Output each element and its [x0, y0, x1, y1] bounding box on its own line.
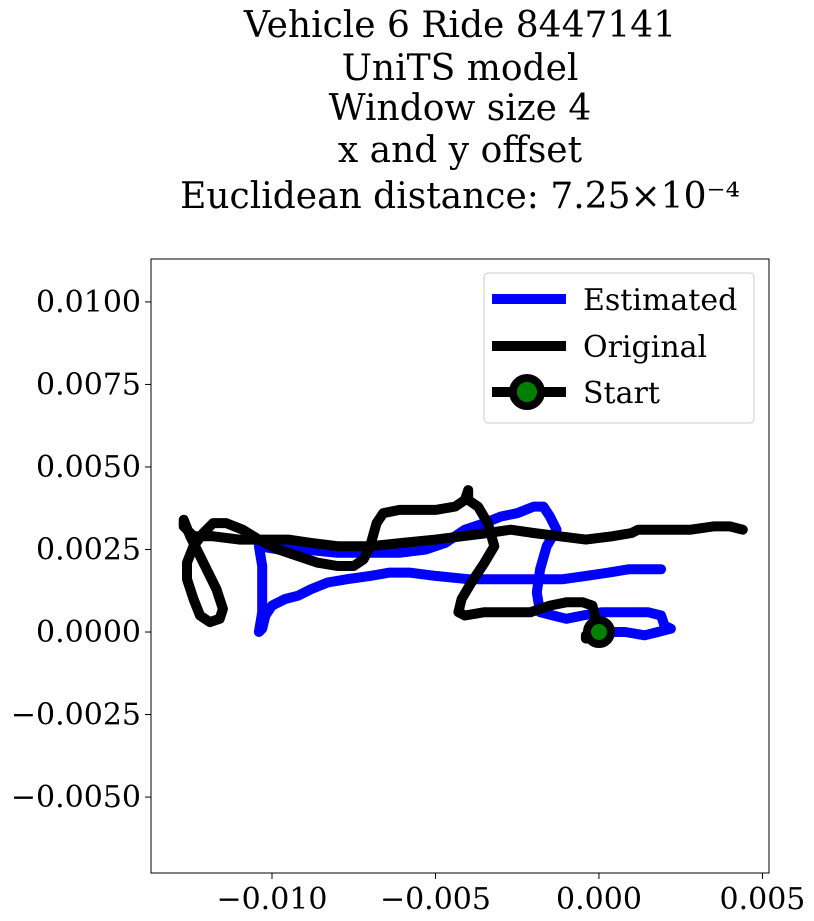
y-tick-label: 0.0075: [36, 367, 141, 402]
x-tick-label: 0.005: [720, 882, 806, 917]
x-tick-label: −0.010: [216, 882, 327, 917]
y-axis: −0.0050 −0.0025 0.0000 0.0025 0.0050 0.0075 0.…: [11, 285, 151, 815]
legend-label-start: Start: [583, 376, 660, 411]
legend-box: [483, 272, 755, 424]
y-tick-label: −0.0025: [11, 698, 141, 733]
x-axis: −0.010 −0.005 0.000 0.005: [216, 873, 805, 917]
legend-label-original: Original: [583, 330, 707, 365]
title-line-5: Euclidean distance: 7.25×10⁻⁴: [180, 176, 740, 217]
legend-swatch-start-marker: [509, 374, 545, 410]
start-marker-group: [583, 616, 615, 648]
plot-series: [178, 485, 748, 644]
x-tick-label: 0.000: [556, 882, 642, 917]
x-tick-label: −0.005: [380, 882, 491, 917]
y-tick-label: 0.0000: [36, 615, 141, 650]
legend-label-estimated: Estimated: [583, 283, 737, 318]
title-line-3: Window size 4: [329, 88, 592, 129]
title-line-4: x and y offset: [338, 130, 583, 171]
chart-title: Vehicle 6 Ride 8447141 UniTS model Windo…: [180, 5, 740, 217]
y-tick-label: 0.0050: [36, 450, 141, 485]
plot-frame: [150, 258, 770, 874]
legend: Estimated Original Start: [483, 272, 755, 424]
title-line-1: Vehicle 6 Ride 8447141: [243, 5, 676, 46]
y-tick-label: 0.0100: [36, 285, 141, 320]
start-point-marker: [583, 616, 615, 648]
title-line-2: UniTS model: [342, 48, 579, 89]
y-tick-label: 0.0025: [36, 532, 141, 567]
series-line-original: [178, 485, 748, 644]
y-tick-label: −0.0050: [11, 780, 141, 815]
